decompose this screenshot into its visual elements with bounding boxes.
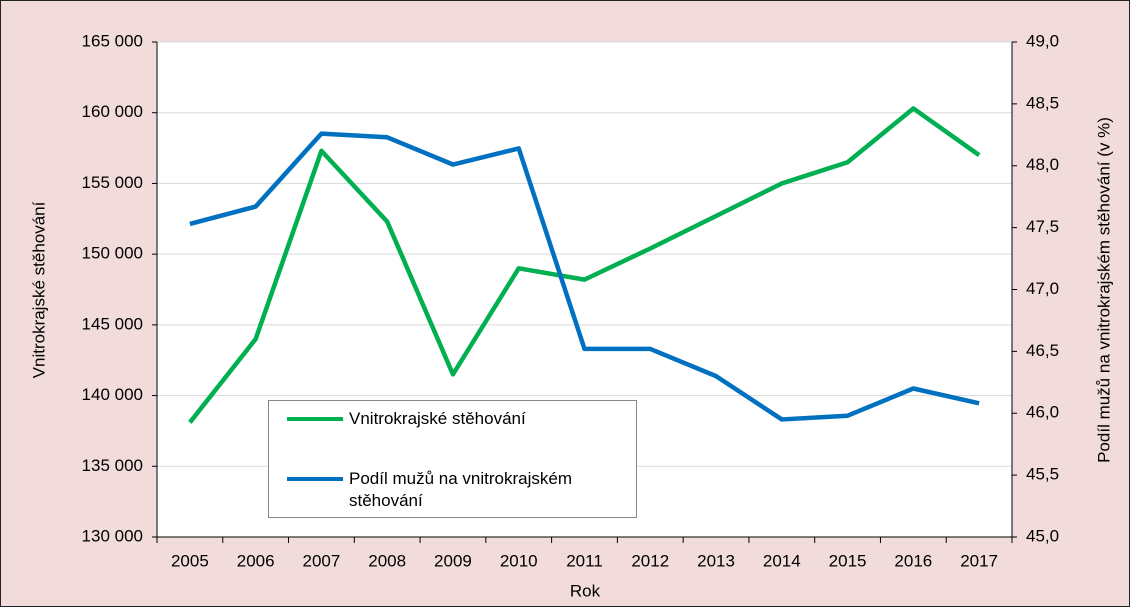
legend-item: Vnitrokrajské stěhování (287, 408, 619, 430)
series-line (189, 131, 980, 422)
x-tick-label: 2016 (894, 551, 932, 570)
x-tick-label: 2008 (368, 551, 406, 570)
legend: Vnitrokrajské stěhování Podíl mužů na vni… (268, 400, 637, 518)
x-tick-label: 2013 (697, 551, 735, 570)
y-tick-label: 130 000 (82, 526, 143, 545)
y2-tick-label: 49,0 (1026, 31, 1059, 50)
y-tick-label: 140 000 (82, 385, 143, 404)
y-tick-label: 155 000 (82, 173, 143, 192)
x-tick-label: 2015 (829, 551, 867, 570)
x-tick-label: 2017 (960, 551, 998, 570)
y2-tick-label: 47,0 (1026, 279, 1059, 298)
y-axis-title: Vnitrokrajské stěhování (29, 201, 48, 378)
legend-item: Podíl mužů na vnitrokrajském stěhování (287, 468, 619, 512)
y2-tick-label: 47,5 (1026, 217, 1059, 236)
x-tick-label: 2011 (566, 551, 603, 570)
x-axis-title: Rok (570, 581, 601, 600)
y-tick-label: 150 000 (82, 244, 143, 263)
series-line (188, 106, 981, 424)
x-tick-label: 2014 (763, 551, 801, 570)
x-tick-label: 2009 (434, 551, 472, 570)
legend-label: Vnitrokrajské stěhování (349, 409, 526, 428)
x-tick-label: 2005 (171, 551, 209, 570)
y2-tick-label: 48,0 (1026, 155, 1059, 174)
y2-tick-label: 46,5 (1026, 341, 1059, 360)
y-tick-label: 165 000 (82, 31, 143, 50)
x-tick-label: 2007 (303, 551, 341, 570)
y2-tick-label: 45,5 (1026, 465, 1059, 484)
y-tick-label: 145 000 (82, 314, 143, 333)
legend-swatch (287, 417, 343, 421)
y2-tick-label: 48,5 (1026, 93, 1059, 112)
x-tick-label: 2012 (631, 551, 669, 570)
x-tick-label: 2010 (500, 551, 538, 570)
legend-swatch (287, 477, 343, 481)
y2-tick-label: 45,0 (1026, 526, 1059, 545)
legend-label: Podíl mužů na vnitrokrajském stěhování (349, 469, 572, 510)
x-tick-label: 2006 (237, 551, 275, 570)
y2-axis-title: Podíl mužů na vnitrokrajském stěhování (… (1094, 117, 1113, 463)
y2-tick-label: 46,0 (1026, 403, 1059, 422)
y-tick-label: 160 000 (82, 102, 143, 121)
y-tick-label: 135 000 (82, 456, 143, 475)
